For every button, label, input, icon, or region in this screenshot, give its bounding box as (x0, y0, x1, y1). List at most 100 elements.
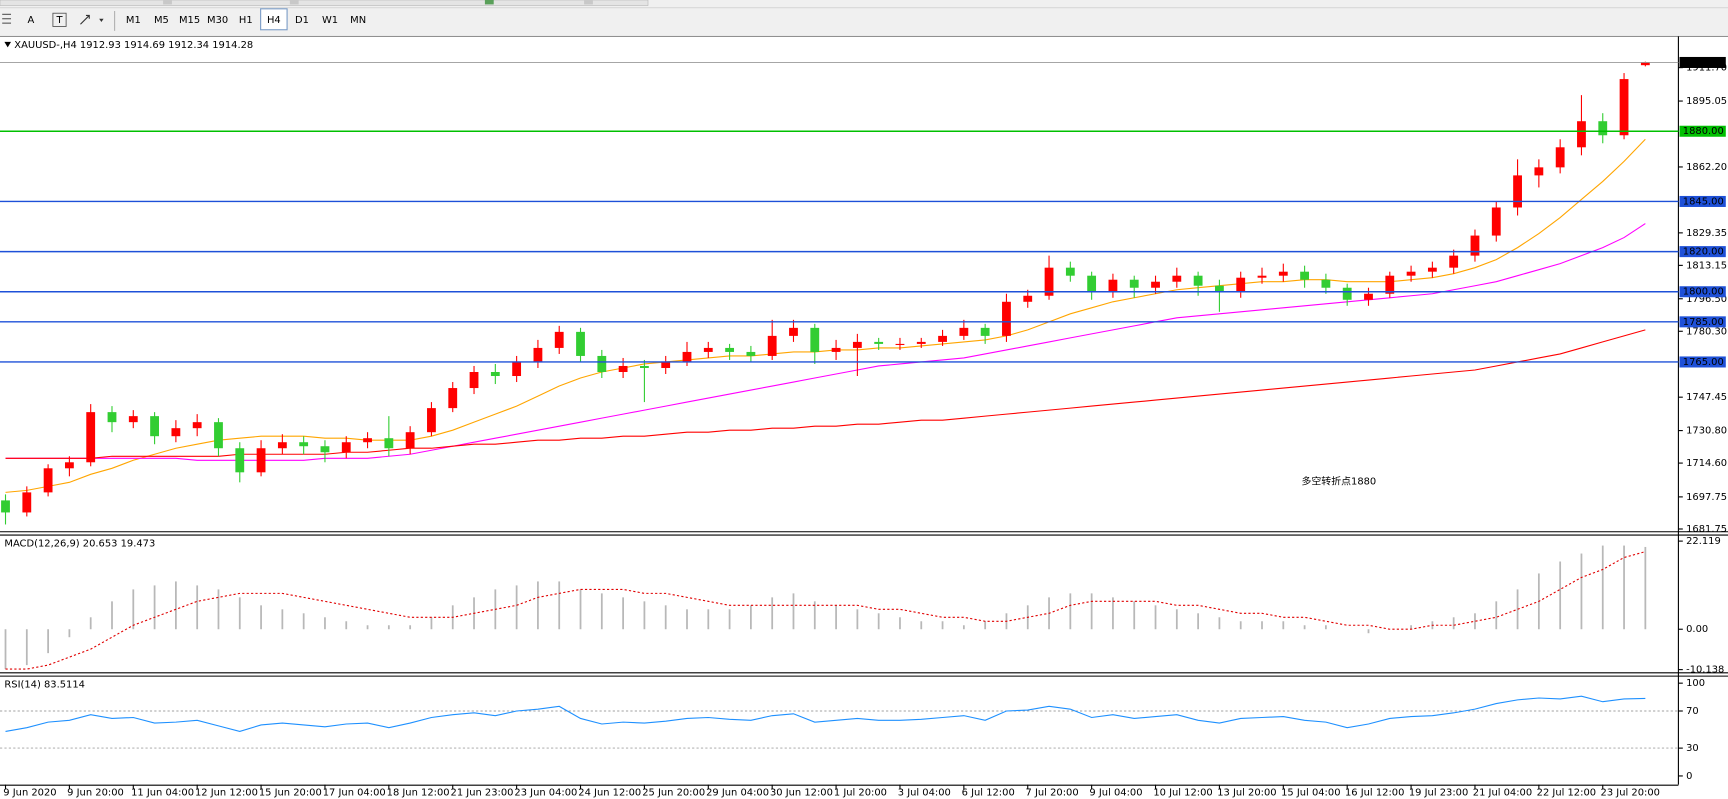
candle-body (1023, 295, 1033, 302)
macd-bar (622, 597, 624, 630)
timeframe-button[interactable]: MN (350, 15, 366, 26)
chart-title: XAUUSD-,H4 1912.93 1914.69 1912.34 1914.… (14, 40, 253, 51)
candle-body (1193, 275, 1203, 286)
macd-bar (813, 601, 816, 630)
candle-body (1470, 235, 1480, 256)
macd-title: MACD(12,26,9) 20.653 19.473 (4, 538, 155, 549)
macd-bar (324, 617, 326, 630)
y-tick-label: 1714.60 (1686, 458, 1727, 469)
candle-body (789, 327, 798, 336)
candle-body (448, 388, 458, 409)
x-tick-label: 30 Jun 12:00 (770, 787, 833, 798)
candle-body (490, 371, 500, 377)
candle-body (1044, 267, 1054, 296)
dropdown-icon[interactable] (99, 18, 104, 23)
timeframe-button[interactable]: W1 (322, 15, 338, 26)
candle-body (86, 412, 96, 463)
x-tick-label: 3 Jul 04:00 (898, 787, 951, 798)
y-tick-label: 1780.30 (1686, 326, 1727, 337)
y-tick-label: 100 (1686, 678, 1705, 689)
macd-bar (1601, 545, 1604, 630)
x-tick-label: 7 Jul 20:00 (1026, 787, 1079, 798)
candle-body (1385, 275, 1395, 294)
macd-bar (856, 609, 859, 630)
candle-body (256, 448, 266, 473)
candle-body (469, 371, 479, 389)
macd-bar (1239, 621, 1242, 630)
icon (289, 0, 299, 5)
candle-body (427, 408, 436, 433)
macd-bar (1559, 561, 1562, 630)
y-tick-label: 1796.50 (1686, 294, 1727, 305)
macd-bar (1282, 621, 1285, 630)
rsi-title: RSI(14) 83.5114 (4, 679, 85, 690)
timeframe-button[interactable]: M1 (126, 15, 141, 26)
timeframe-button[interactable]: H1 (239, 15, 253, 26)
candle-body (341, 442, 351, 453)
macd-bar (941, 621, 944, 630)
arrow-tool-icon[interactable] (80, 14, 90, 25)
macd-bar (47, 629, 49, 654)
macd-bar (1516, 589, 1519, 630)
macd-bar (1175, 609, 1178, 630)
macd-bar (579, 589, 582, 630)
x-tick-label: 13 Jul 20:00 (1217, 787, 1276, 798)
symbol-menu-icon[interactable] (4, 41, 12, 48)
macd-bar (387, 625, 390, 630)
x-tick-label: 9 Jun 2020 (3, 787, 56, 798)
macd-bar (217, 589, 220, 630)
candle-body (597, 355, 607, 372)
timeframe-button[interactable]: M5 (154, 15, 169, 26)
candle-body (320, 446, 330, 453)
macd-bar (1580, 553, 1583, 630)
y-tick-label: 1813.15 (1686, 260, 1727, 271)
annotation: 多空转折点1880 (1302, 475, 1377, 488)
price-level-tag (1679, 316, 1726, 328)
candle-body (235, 448, 245, 473)
macd-bar (89, 617, 92, 630)
macd-bar (238, 597, 241, 630)
candle-body (363, 438, 372, 443)
x-tick-label: 15 Jun 20:00 (259, 787, 322, 798)
y-tick-label: 1730.80 (1686, 426, 1727, 437)
drawing-tool[interactable]: T (55, 15, 63, 26)
x-tick-label: 29 Jun 04:00 (706, 787, 769, 798)
candle-body (682, 351, 692, 362)
macd-bar (1133, 601, 1136, 630)
macd-bar (281, 609, 284, 630)
macd-bar (1495, 601, 1498, 630)
macd-bar (1090, 593, 1093, 630)
drawing-tool[interactable]: A (27, 15, 34, 26)
macd-bar (1261, 621, 1263, 630)
candle-body (1172, 275, 1182, 282)
macd-bar (920, 621, 923, 630)
timeframe-button[interactable]: M15 (179, 15, 200, 26)
timeframe-button[interactable]: H4 (267, 15, 281, 26)
macd-bar (430, 617, 433, 630)
macd-bar (1069, 593, 1072, 630)
macd-bar (707, 609, 710, 630)
macd-bar (1474, 613, 1476, 630)
candle-body (22, 492, 32, 513)
line-tool-icon[interactable] (2, 13, 12, 24)
macd-bar (792, 593, 795, 630)
x-tick-label: 23 Jun 04:00 (514, 787, 577, 798)
candle-body (1236, 277, 1246, 292)
macd-bar (1112, 597, 1114, 630)
y-tick-label: 1911.70 (1686, 63, 1727, 74)
macd-bar (600, 593, 603, 630)
rsi-line (5, 695, 1646, 732)
candle-body (1129, 279, 1139, 288)
x-tick-label: 15 Jul 04:00 (1281, 787, 1340, 798)
macd-bar (558, 581, 561, 630)
candle-body (128, 416, 138, 423)
timeframe-button[interactable]: M30 (207, 15, 228, 26)
macd-bar (771, 597, 774, 630)
timeframe-button[interactable]: D1 (295, 15, 309, 26)
price-level-label: 1820.00 (1683, 247, 1724, 258)
x-tick-label: 11 Jun 04:00 (131, 787, 194, 798)
macd-bar (4, 629, 7, 670)
current-price-tag (1679, 56, 1726, 68)
macd-bar (132, 589, 135, 630)
